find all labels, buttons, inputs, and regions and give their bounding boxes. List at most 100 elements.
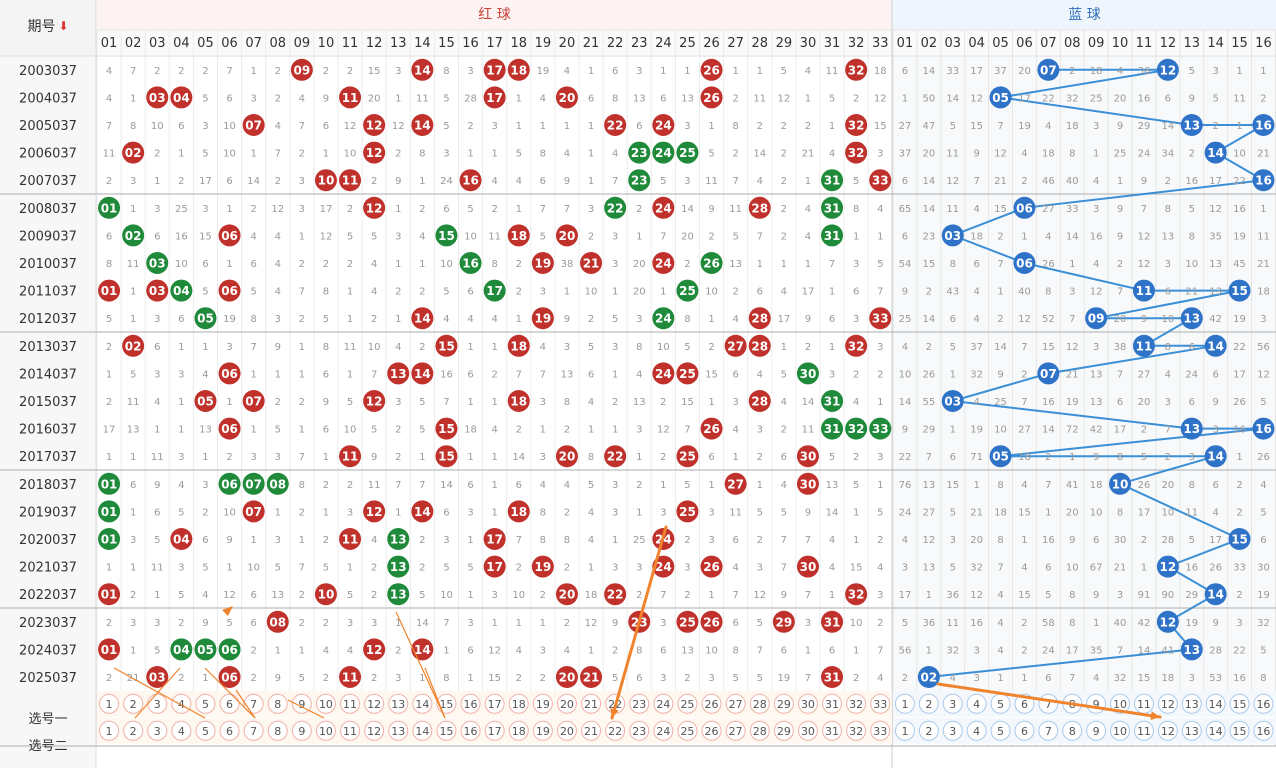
red-ball[interactable] [531, 555, 554, 578]
red-ball[interactable] [411, 362, 434, 385]
select-red-number[interactable] [171, 693, 192, 714]
red-ball[interactable] [98, 638, 121, 661]
red-ball[interactable] [387, 555, 410, 578]
red-ball[interactable] [98, 196, 121, 219]
red-ball[interactable] [869, 169, 892, 192]
select-red-number[interactable] [195, 693, 216, 714]
red-ball[interactable] [821, 224, 844, 247]
select-red-number[interactable] [436, 720, 457, 741]
red-ball[interactable] [796, 555, 819, 578]
red-ball[interactable] [339, 169, 362, 192]
red-ball[interactable] [266, 472, 289, 495]
select-red-number[interactable] [412, 693, 433, 714]
blue-ball[interactable] [1156, 555, 1179, 578]
red-ball[interactable] [218, 638, 241, 661]
red-ball[interactable] [411, 638, 434, 661]
select-blue-number[interactable] [1181, 693, 1202, 714]
red-ball[interactable] [652, 114, 675, 136]
red-ball[interactable] [218, 362, 241, 385]
blue-ball[interactable] [1204, 334, 1227, 357]
red-ball[interactable] [122, 334, 145, 357]
select-red-number[interactable] [171, 720, 192, 741]
blue-ball[interactable] [989, 86, 1012, 109]
blue-ball[interactable] [1013, 252, 1036, 274]
red-ball[interactable] [652, 141, 675, 164]
red-ball[interactable] [555, 666, 578, 688]
red-ball[interactable] [821, 666, 844, 688]
red-ball[interactable] [194, 307, 217, 330]
select-red-number[interactable] [701, 720, 722, 741]
red-ball[interactable] [821, 417, 844, 440]
select-blue-number[interactable] [1157, 720, 1178, 741]
red-ball[interactable] [700, 555, 723, 578]
select-red-number[interactable] [484, 720, 505, 741]
red-ball[interactable] [555, 583, 578, 606]
red-ball[interactable] [363, 141, 386, 164]
select-red-number[interactable] [388, 693, 409, 714]
select-blue-number[interactable] [1205, 720, 1226, 741]
select-blue-number[interactable] [990, 720, 1011, 741]
red-ball[interactable] [676, 141, 699, 164]
red-ball[interactable] [146, 666, 169, 688]
select-blue-number[interactable] [894, 720, 915, 741]
select-blue-number[interactable] [942, 693, 963, 714]
red-ball[interactable] [676, 362, 699, 385]
select-red-number[interactable] [99, 693, 120, 714]
red-ball[interactable] [363, 196, 386, 219]
select-red-number[interactable] [822, 693, 843, 714]
select-blue-number[interactable] [942, 720, 963, 741]
red-ball[interactable] [194, 390, 217, 412]
red-ball[interactable] [290, 58, 313, 81]
red-ball[interactable] [98, 528, 121, 550]
select-red-number[interactable] [581, 720, 602, 741]
blue-ball[interactable] [941, 224, 964, 247]
red-ball[interactable] [387, 362, 410, 385]
red-ball[interactable] [869, 307, 892, 330]
blue-ball[interactable] [1252, 169, 1275, 192]
red-ball[interactable] [266, 610, 289, 633]
red-ball[interactable] [218, 666, 241, 688]
select-red-number[interactable] [797, 720, 818, 741]
red-ball[interactable] [604, 114, 627, 136]
red-ball[interactable] [796, 445, 819, 468]
red-ball[interactable] [845, 141, 868, 164]
blue-ball[interactable] [1132, 279, 1155, 302]
red-ball[interactable] [98, 583, 121, 606]
red-ball[interactable] [339, 86, 362, 109]
select-blue-number[interactable] [1181, 720, 1202, 741]
red-ball[interactable] [748, 307, 771, 330]
select-red-number[interactable] [605, 720, 626, 741]
select-red-number[interactable] [581, 693, 602, 714]
select-blue-number[interactable] [1205, 693, 1226, 714]
red-ball[interactable] [435, 445, 458, 468]
red-ball[interactable] [676, 279, 699, 302]
blue-ball[interactable] [1109, 472, 1132, 495]
red-ball[interactable] [700, 610, 723, 633]
select-red-number[interactable] [388, 720, 409, 741]
select-red-number[interactable] [508, 693, 529, 714]
blue-ball[interactable] [989, 445, 1012, 468]
blue-ball[interactable] [1156, 610, 1179, 633]
red-ball[interactable] [435, 334, 458, 357]
blue-ball[interactable] [1228, 528, 1251, 550]
red-ball[interactable] [363, 500, 386, 523]
red-ball[interactable] [314, 583, 337, 606]
red-ball[interactable] [98, 500, 121, 523]
red-ball[interactable] [122, 224, 145, 247]
select-red-number[interactable] [291, 720, 312, 741]
select-red-number[interactable] [123, 693, 144, 714]
red-ball[interactable] [314, 169, 337, 192]
select-red-number[interactable] [508, 720, 529, 741]
select-blue-number[interactable] [1253, 693, 1274, 714]
red-ball[interactable] [772, 610, 795, 633]
red-ball[interactable] [845, 334, 868, 357]
blue-ball[interactable] [1204, 141, 1227, 164]
blue-ball[interactable] [1252, 417, 1275, 440]
red-ball[interactable] [483, 279, 506, 302]
select-blue-number[interactable] [966, 720, 987, 741]
red-ball[interactable] [507, 224, 530, 247]
red-ball[interactable] [555, 86, 578, 109]
red-ball[interactable] [628, 169, 651, 192]
select-red-number[interactable] [123, 720, 144, 741]
red-ball[interactable] [218, 224, 241, 247]
